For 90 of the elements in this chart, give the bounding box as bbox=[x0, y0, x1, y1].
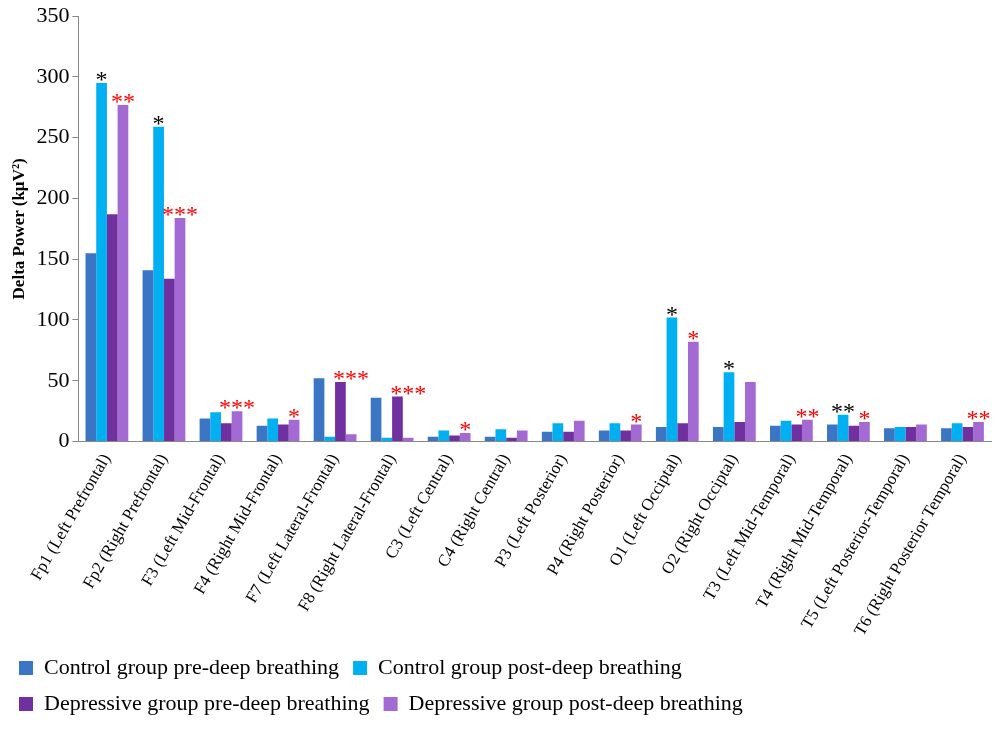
bar bbox=[573, 420, 585, 442]
bar bbox=[598, 430, 610, 442]
bar bbox=[392, 396, 403, 442]
annotation: * bbox=[288, 402, 301, 429]
bar bbox=[495, 429, 507, 442]
annotation: *** bbox=[333, 364, 370, 391]
annotation: * bbox=[152, 109, 165, 136]
legend-label: Control group post-deep breathing bbox=[378, 653, 682, 679]
annotation: ** bbox=[795, 402, 820, 429]
bar bbox=[174, 217, 186, 442]
bar bbox=[609, 423, 621, 442]
bar bbox=[541, 431, 553, 442]
annotation: *** bbox=[390, 379, 427, 406]
bar bbox=[687, 341, 699, 442]
bar bbox=[324, 436, 336, 442]
annotation: * bbox=[665, 300, 678, 327]
y-tick-label: 100 bbox=[36, 305, 70, 331]
legend-label: Control group pre-deep breathing bbox=[44, 653, 340, 679]
bar bbox=[973, 422, 984, 442]
bar bbox=[962, 426, 974, 442]
bar bbox=[506, 437, 517, 442]
bar bbox=[220, 423, 232, 442]
bar bbox=[552, 423, 564, 442]
bar bbox=[791, 424, 803, 442]
y-tick-label: 50 bbox=[47, 366, 70, 392]
annotation: ** bbox=[966, 405, 991, 432]
legend-label: Depressive group pre-deep breathing bbox=[44, 689, 370, 715]
bar bbox=[381, 437, 393, 442]
bar bbox=[837, 414, 849, 442]
annotation: * bbox=[858, 405, 871, 432]
annotation: *** bbox=[219, 394, 256, 421]
bar bbox=[313, 378, 325, 442]
y-tick-label: 350 bbox=[36, 1, 70, 27]
bar bbox=[256, 425, 268, 442]
y-axis-title: Delta Power (kµV²) bbox=[8, 158, 28, 300]
bar bbox=[905, 426, 917, 442]
bar bbox=[802, 419, 813, 442]
y-tick-label: 200 bbox=[36, 184, 70, 210]
bar bbox=[449, 435, 460, 442]
y-tick-label: 0 bbox=[58, 427, 70, 453]
y-tick-label: 150 bbox=[36, 245, 70, 271]
bar bbox=[516, 430, 528, 442]
annotation: ** bbox=[831, 397, 856, 424]
bar bbox=[630, 424, 642, 442]
bar bbox=[666, 317, 678, 442]
bar bbox=[780, 420, 792, 442]
bar bbox=[210, 412, 221, 442]
annotation: * bbox=[95, 66, 108, 93]
annotation: * bbox=[722, 355, 735, 382]
bar bbox=[85, 253, 97, 442]
bar bbox=[941, 428, 952, 442]
bar bbox=[163, 278, 175, 442]
bar bbox=[106, 214, 118, 442]
bar bbox=[734, 422, 746, 442]
bar bbox=[267, 418, 279, 442]
bar bbox=[153, 126, 164, 442]
bar bbox=[916, 424, 927, 442]
bar bbox=[769, 425, 781, 442]
annotation: * bbox=[687, 324, 700, 351]
bar bbox=[655, 426, 667, 442]
bar bbox=[827, 424, 838, 442]
bar bbox=[231, 411, 243, 442]
bar bbox=[712, 426, 724, 442]
bar bbox=[345, 434, 357, 442]
bar bbox=[96, 83, 107, 442]
bar bbox=[142, 270, 154, 442]
y-tick-label: 300 bbox=[36, 62, 70, 88]
annotation: * bbox=[630, 407, 643, 434]
bar bbox=[884, 428, 895, 442]
bar bbox=[278, 424, 289, 442]
bar bbox=[438, 430, 450, 442]
annotation: * bbox=[459, 416, 472, 443]
bar bbox=[117, 104, 129, 442]
bar bbox=[894, 426, 906, 442]
bar bbox=[459, 433, 471, 442]
bar bbox=[370, 397, 382, 442]
bar bbox=[951, 423, 963, 442]
annotation: ** bbox=[110, 87, 135, 114]
bar bbox=[723, 372, 735, 442]
bar bbox=[288, 419, 300, 442]
bar bbox=[745, 381, 756, 442]
bar bbox=[859, 422, 870, 442]
bar bbox=[563, 431, 574, 442]
bar bbox=[848, 425, 860, 442]
bar bbox=[335, 381, 346, 442]
bar bbox=[199, 418, 211, 442]
bar bbox=[677, 423, 688, 442]
bar bbox=[620, 430, 631, 442]
y-tick-label: 250 bbox=[36, 123, 70, 149]
legend-label: Depressive group post-deep breathing bbox=[408, 689, 743, 715]
